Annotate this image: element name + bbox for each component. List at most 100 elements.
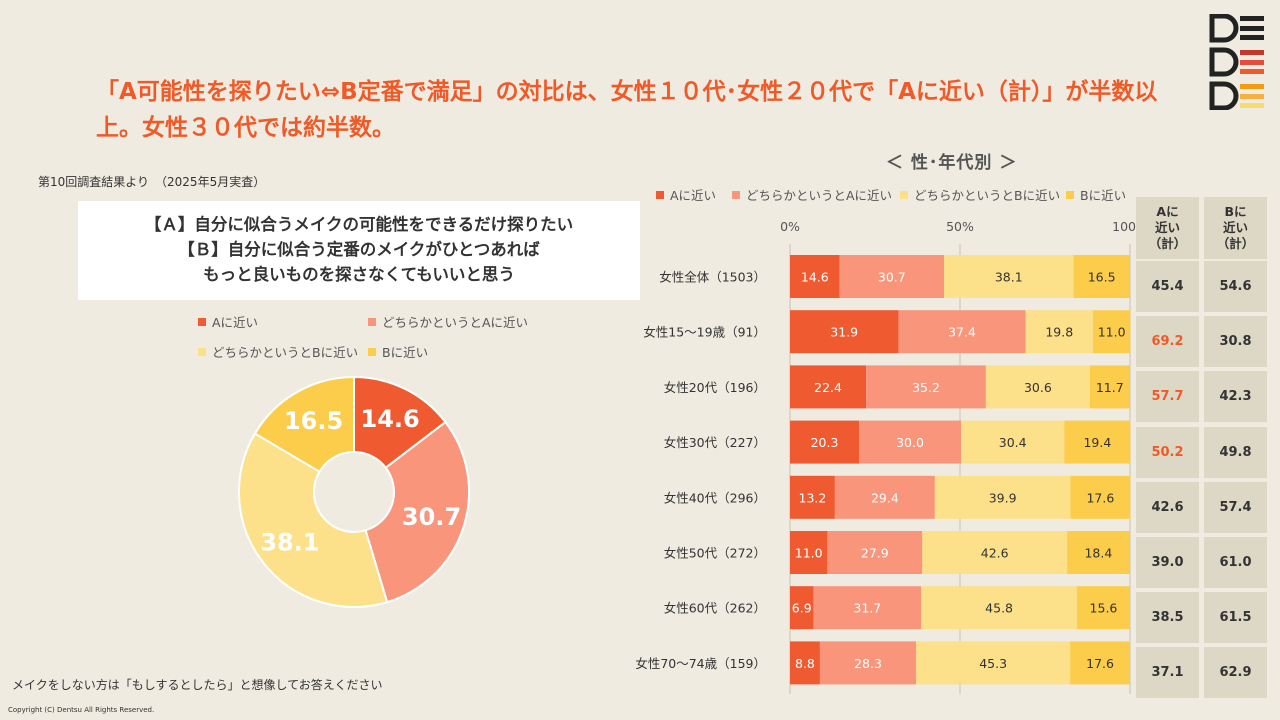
bar-segment xyxy=(916,641,1071,685)
table-cell-b-total: 30.8 xyxy=(1204,316,1267,368)
category-label: 女性30代（227） xyxy=(664,435,766,450)
bar-segment xyxy=(790,641,820,685)
bar-segment xyxy=(790,365,867,409)
bar-segment xyxy=(1092,310,1131,354)
bar-value-label: 22.4 xyxy=(814,380,842,395)
bar-legend-item: どちらかというとAに近い xyxy=(732,185,892,204)
bar-segment xyxy=(898,310,1026,354)
legend-swatch xyxy=(732,190,740,199)
bar-value-label: 42.6 xyxy=(981,546,1009,561)
bar-segment xyxy=(790,475,835,519)
table-cell-a-total: 39.0 xyxy=(1136,537,1199,588)
bar-value-label: 19.8 xyxy=(1045,325,1073,340)
legend-swatch xyxy=(1066,190,1074,199)
table-cell-a-total: 69.2 xyxy=(1136,316,1199,368)
table-header-b-total: Bに 近い （計） xyxy=(1204,197,1267,259)
legend-swatch xyxy=(198,347,206,356)
bar-segment xyxy=(790,310,899,354)
bar-segment xyxy=(1089,365,1130,409)
bar-segment xyxy=(921,586,1077,630)
bar-value-label: 39.9 xyxy=(989,490,1017,505)
table-cell-a-total: 45.4 xyxy=(1136,261,1199,312)
bar-segment xyxy=(1076,586,1130,630)
category-label: 女性全体（1503） xyxy=(659,270,766,285)
bar-value-label: 17.6 xyxy=(1086,490,1114,505)
bar-segment xyxy=(790,420,860,464)
pie-legend-item: どちらかというとAに近い xyxy=(368,312,528,331)
x-tick-label: 100% xyxy=(1112,219,1136,234)
bar-segment xyxy=(827,531,923,574)
bar-value-label: 11.0 xyxy=(795,546,823,561)
bar-value-label: 30.4 xyxy=(999,435,1027,450)
table-cell-b-total: 57.4 xyxy=(1204,481,1267,533)
bar-value-label: 38.1 xyxy=(995,270,1023,285)
bar-value-label: 14.6 xyxy=(801,270,829,285)
stacked-bar-chart: 0% 50% 100% 女性全体（1503） 14.6 30.7 38.1 16.5 女性15～… xyxy=(635,219,1136,694)
donut-label: 30.7 xyxy=(402,503,461,531)
category-label: 女性15～19歳（91） xyxy=(643,325,766,340)
category-label: 女性70～74歳（159） xyxy=(635,656,766,671)
donut-label: 16.5 xyxy=(284,407,343,435)
table-cell-b-total: 49.8 xyxy=(1204,426,1267,478)
legend-swatch xyxy=(368,347,376,356)
question-b: 【Ｂ】自分に似合う定番のメイクがひとつあれば xyxy=(178,240,540,259)
donut-chart: 14.6 30.7 38.1 16.5 xyxy=(238,375,470,608)
table-cell-a-total: 37.1 xyxy=(1136,647,1199,699)
totals-table: Aに 近い （計） Bに 近い （計） 45.4 54.6 69.2 30.8 57.7 42… xyxy=(1136,197,1272,699)
bottom-note: メイクをしない方は「もしするとしたら」と想像してお答えください xyxy=(12,678,383,692)
category-label: 女性40代（296） xyxy=(664,490,766,505)
bar-legend-item: Bに近い xyxy=(1066,185,1126,204)
bar-value-label: 11.7 xyxy=(1096,380,1124,395)
bar-segment xyxy=(961,420,1065,464)
dentsu-logo xyxy=(1209,14,1264,110)
table-cell-b-total: 42.3 xyxy=(1204,371,1267,423)
bar-value-label: 11.0 xyxy=(1098,325,1126,340)
bar-segment xyxy=(834,475,935,519)
donut-label: 14.6 xyxy=(361,405,420,433)
bar-segment xyxy=(1073,255,1130,298)
bar-segment xyxy=(790,586,814,630)
bar-segment xyxy=(1067,531,1130,574)
bar-value-label: 45.3 xyxy=(979,656,1007,671)
bar-value-label: 20.3 xyxy=(811,435,839,450)
bar-value-label: 28.3 xyxy=(854,656,882,671)
bar-segment xyxy=(813,586,922,630)
bar-segment xyxy=(1025,310,1093,354)
bar-value-label: 31.7 xyxy=(853,601,881,616)
bar-value-label: 45.8 xyxy=(985,601,1013,616)
bar-value-label: 29.4 xyxy=(871,490,899,505)
bar-segment xyxy=(790,255,840,298)
bar-segment xyxy=(1070,475,1131,519)
bar-segment xyxy=(866,365,986,409)
pie-legend-item: Bに近い xyxy=(368,342,428,361)
bar-value-label: 30.0 xyxy=(896,435,924,450)
bar-segment xyxy=(985,365,1090,409)
bar-segment xyxy=(859,420,962,464)
donut-label: 38.1 xyxy=(260,528,319,556)
legend-swatch xyxy=(368,317,376,326)
bar-legend: Aに近い どちらかというとAに近い どちらかというとBに近い Bに近い xyxy=(656,185,1136,205)
table-cell-a-total: 57.7 xyxy=(1136,371,1199,423)
table-cell-b-total: 62.9 xyxy=(1204,647,1267,699)
bar-value-label: 8.8 xyxy=(795,656,815,671)
x-tick-label: 50% xyxy=(946,219,974,234)
bar-segment xyxy=(934,475,1071,519)
pie-legend-item: どちらかというとBに近い xyxy=(198,342,358,361)
headline: 「A可能性を探りたい⇔B定番で満足」の対比は、女性１０代･女性２０代で「Aに近い… xyxy=(96,79,1158,141)
chart-title: ＜ 性･年代別 ＞ xyxy=(886,153,1018,173)
table-cell-b-total: 61.0 xyxy=(1204,537,1267,588)
bar-value-label: 31.9 xyxy=(830,325,858,340)
table-header-a-total: Aに 近い （計） xyxy=(1136,197,1199,259)
question-a: 【Ａ】自分に似合うメイクの可能性をできるだけ探りたい xyxy=(144,215,574,234)
bar-segment xyxy=(944,255,1074,298)
donut-slice xyxy=(238,432,389,608)
donut-slice xyxy=(253,375,355,474)
table-cell-a-total: 38.5 xyxy=(1136,592,1199,644)
bar-value-label: 16.5 xyxy=(1088,270,1116,285)
donut-slice xyxy=(353,375,447,470)
bar-value-label: 35.2 xyxy=(912,380,940,395)
table-cell-a-total: 42.6 xyxy=(1136,481,1199,533)
question-box: 【Ａ】自分に似合うメイクの可能性をできるだけ探りたい 【Ｂ】自分に似合う定番のメ… xyxy=(78,201,640,300)
bar-segment xyxy=(1070,641,1130,685)
bar-value-label: 30.6 xyxy=(1024,380,1052,395)
